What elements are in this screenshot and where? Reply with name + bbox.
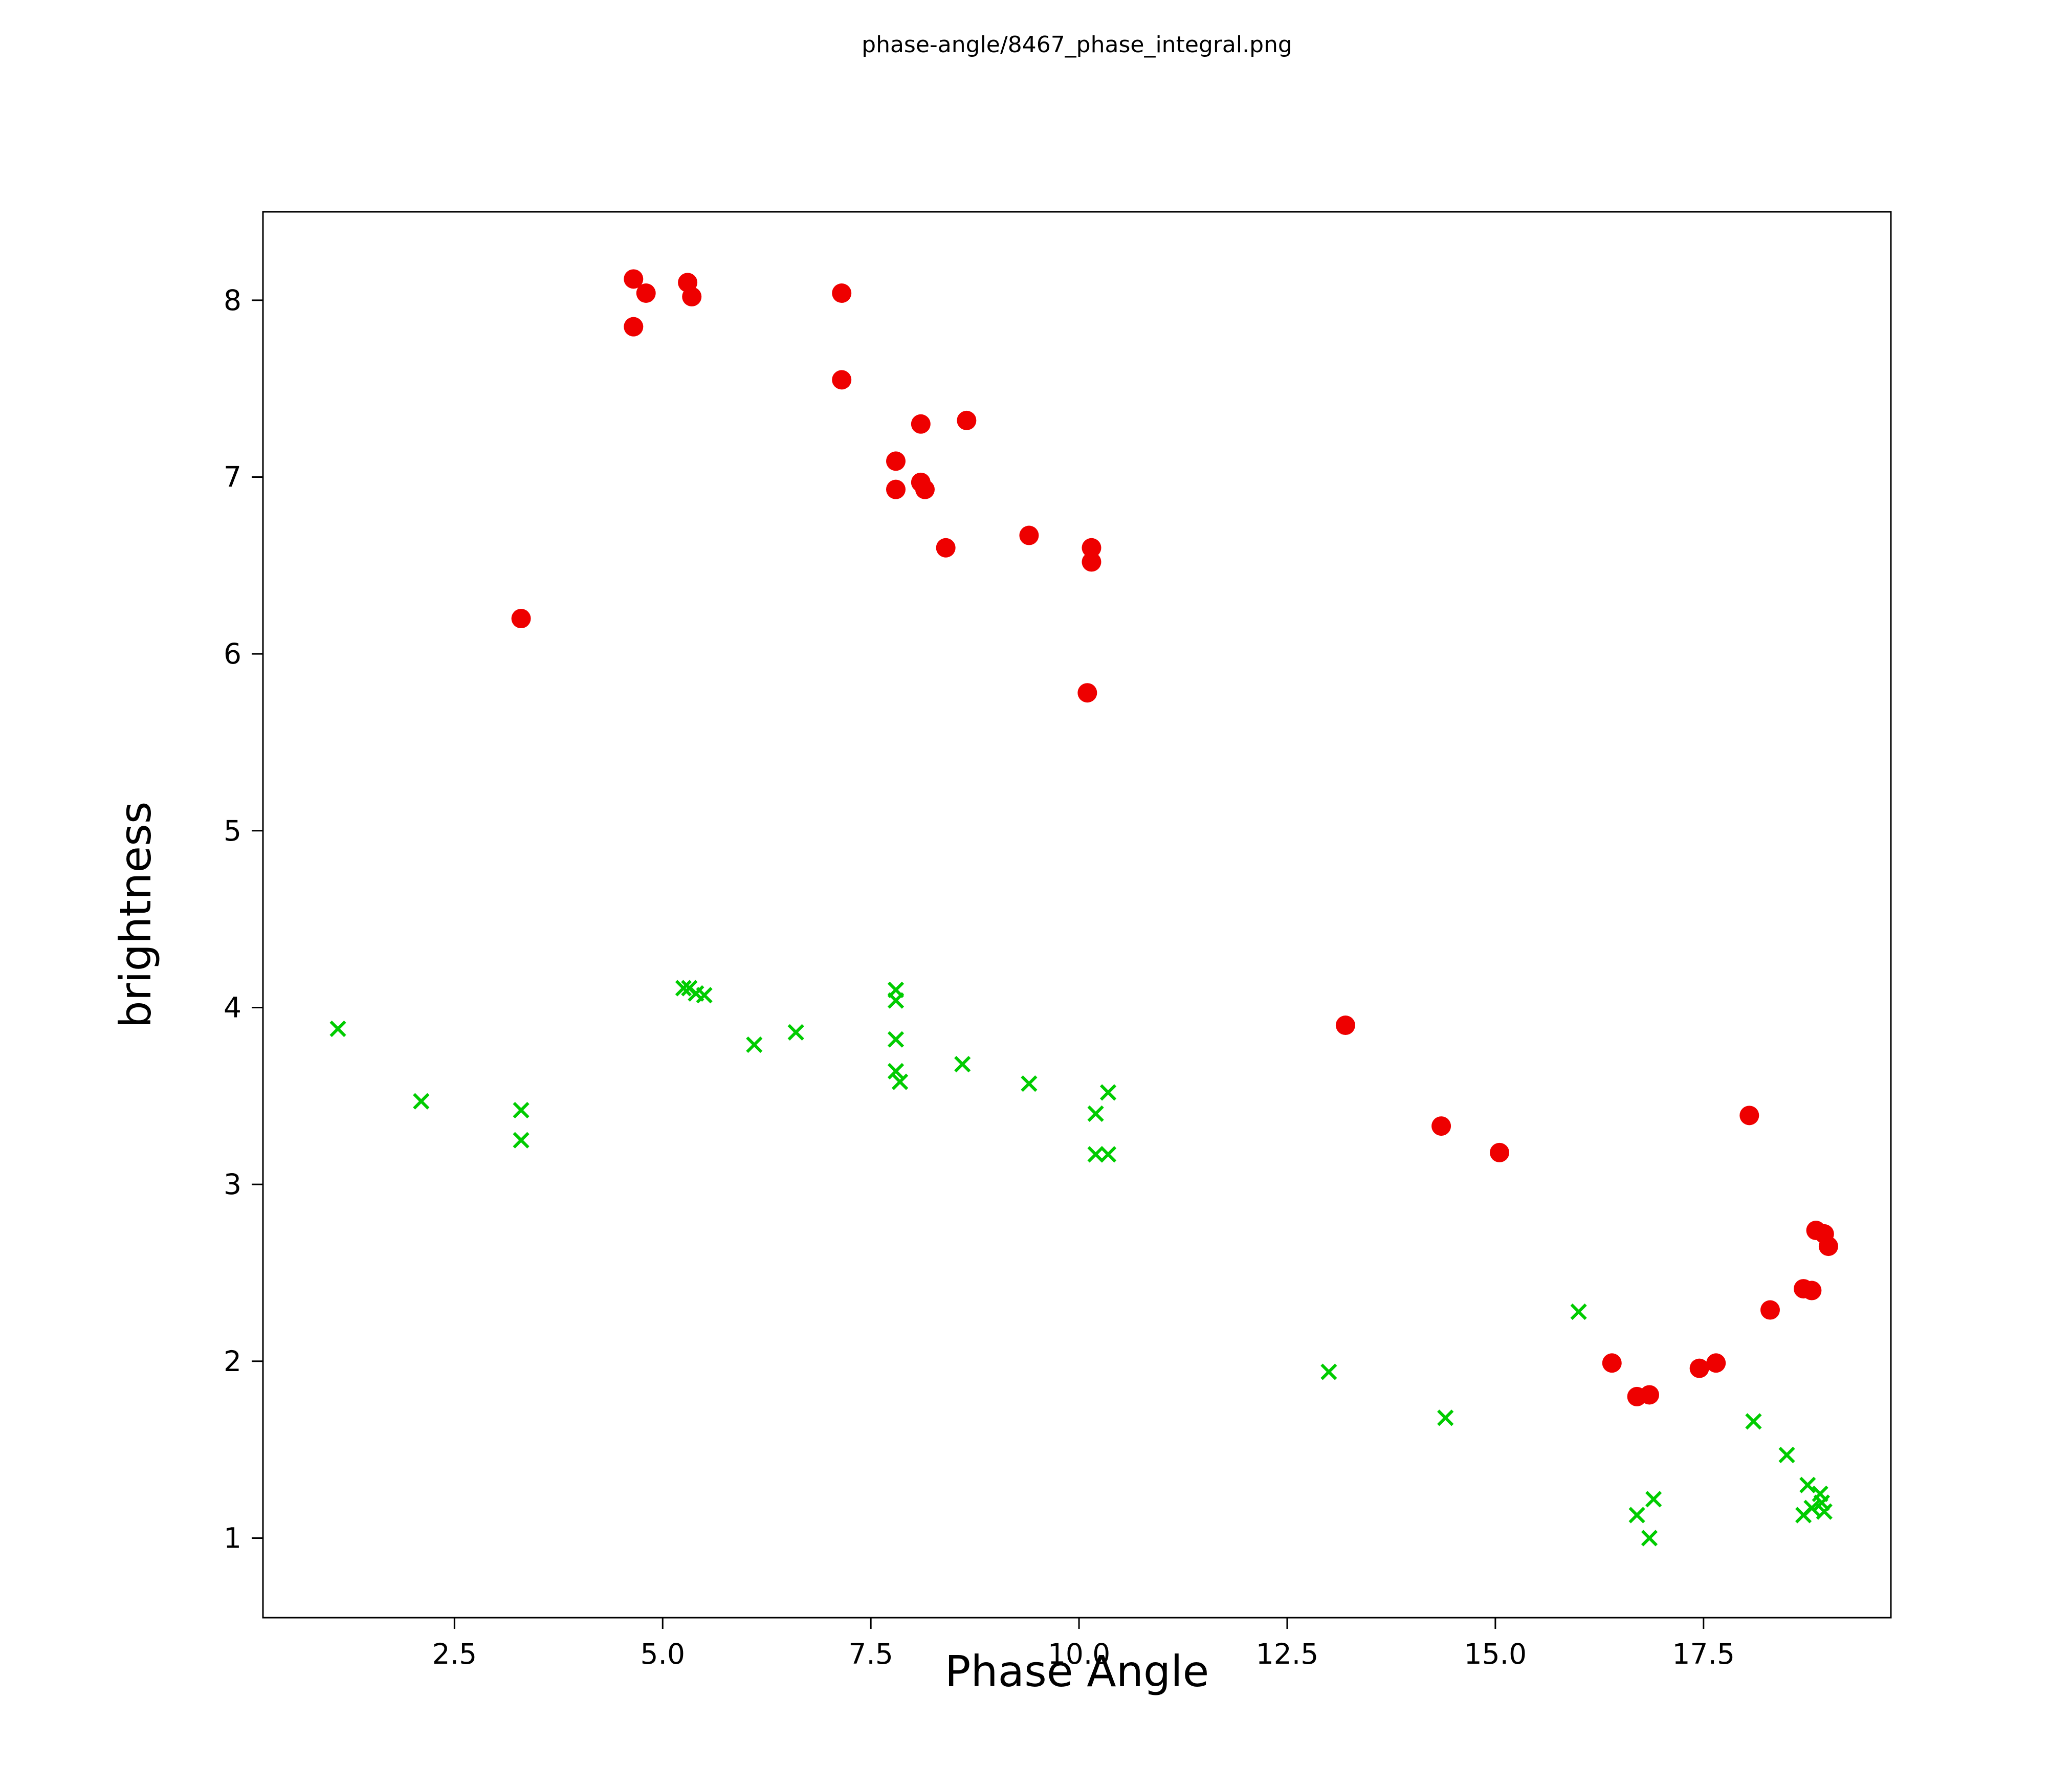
- y-tick-label: 5: [224, 814, 241, 847]
- data-point-circle: [886, 479, 906, 499]
- x-tick-label: 12.5: [1256, 1638, 1318, 1670]
- data-point-circle: [1082, 538, 1101, 558]
- data-point-x: [1778, 1446, 1795, 1464]
- figure-title: phase-angle/8467_phase_integral.png: [862, 32, 1292, 58]
- y-tick-label: 8: [224, 284, 241, 317]
- data-point-x: [787, 1024, 804, 1041]
- data-point-x: [1099, 1146, 1117, 1163]
- data-point-x: [1570, 1303, 1587, 1320]
- data-point-circle: [682, 286, 702, 306]
- data-point-x: [688, 985, 704, 1002]
- x-tick-label: 7.5: [848, 1638, 893, 1670]
- data-point-circle: [1802, 1281, 1822, 1300]
- data-point-x: [892, 1073, 909, 1090]
- data-point-x: [1816, 1503, 1833, 1520]
- data-point-x: [954, 1055, 971, 1073]
- data-point-circle: [886, 451, 906, 471]
- data-point-x: [887, 1063, 905, 1080]
- y-tick-label: 1: [224, 1521, 241, 1554]
- data-point-x: [1099, 1084, 1117, 1101]
- data-point-circle: [1490, 1142, 1510, 1162]
- data-point-circle: [1706, 1353, 1726, 1373]
- data-point-circle: [1689, 1358, 1709, 1378]
- data-point-x: [513, 1101, 530, 1119]
- y-tick-label: 2: [224, 1345, 241, 1378]
- x-axis-label: Phase Angle: [944, 1646, 1209, 1696]
- data-point-circle: [1739, 1106, 1759, 1126]
- data-point-x: [1799, 1476, 1816, 1493]
- data-point-circle: [1082, 552, 1101, 572]
- data-point-circle: [511, 609, 531, 629]
- x-tick-label: 2.5: [432, 1638, 477, 1670]
- x-tick-label: 15.0: [1464, 1638, 1527, 1670]
- data-point-x: [1087, 1146, 1104, 1163]
- data-point-x: [887, 1031, 905, 1048]
- x-tick-label: 17.5: [1672, 1638, 1735, 1670]
- data-point-x: [329, 1020, 346, 1038]
- y-tick-label: 7: [224, 460, 241, 493]
- data-point-x: [675, 980, 692, 997]
- data-point-x: [1745, 1413, 1762, 1430]
- data-point-circle: [915, 479, 935, 499]
- data-point-circle: [1019, 525, 1039, 545]
- data-point-x: [1320, 1363, 1337, 1380]
- data-point-circle: [1602, 1353, 1622, 1373]
- x-tick-label: 5.0: [641, 1638, 685, 1670]
- y-tick-label: 4: [224, 991, 241, 1024]
- data-point-circle: [1760, 1300, 1780, 1320]
- data-point-x: [1641, 1530, 1658, 1547]
- plot-frame: [262, 211, 1892, 1619]
- data-point-circle: [1335, 1016, 1355, 1035]
- x-tick-label: 10.0: [1048, 1638, 1110, 1670]
- data-point-circle: [832, 370, 852, 390]
- data-point-x: [1087, 1105, 1104, 1122]
- data-point-x: [1645, 1491, 1662, 1508]
- data-point-x: [746, 1036, 763, 1053]
- data-point-circle: [832, 283, 852, 303]
- data-point-x: [1812, 1485, 1828, 1503]
- data-point-circle: [1639, 1385, 1659, 1405]
- y-axis-label: brightness: [111, 801, 161, 1028]
- data-point-x: [1803, 1499, 1820, 1516]
- data-point-x: [1628, 1507, 1645, 1524]
- y-tick-label: 6: [224, 637, 241, 670]
- data-point-circle: [624, 269, 644, 289]
- data-point-circle: [957, 410, 977, 430]
- data-point-x: [887, 992, 905, 1009]
- data-point-x: [413, 1093, 430, 1110]
- data-point-circle: [911, 414, 931, 434]
- data-point-x: [1813, 1494, 1831, 1511]
- data-point-x: [1437, 1409, 1454, 1426]
- y-tick-label: 3: [224, 1168, 241, 1201]
- data-point-x: [513, 1132, 530, 1149]
- data-point-circle: [936, 538, 956, 558]
- data-point-x: [1021, 1075, 1038, 1092]
- data-point-circle: [1431, 1116, 1451, 1136]
- data-point-circle: [624, 317, 644, 337]
- data-point-circle: [1818, 1237, 1838, 1256]
- data-point-circle: [636, 283, 656, 303]
- data-point-x: [696, 987, 713, 1004]
- data-point-circle: [1077, 683, 1097, 703]
